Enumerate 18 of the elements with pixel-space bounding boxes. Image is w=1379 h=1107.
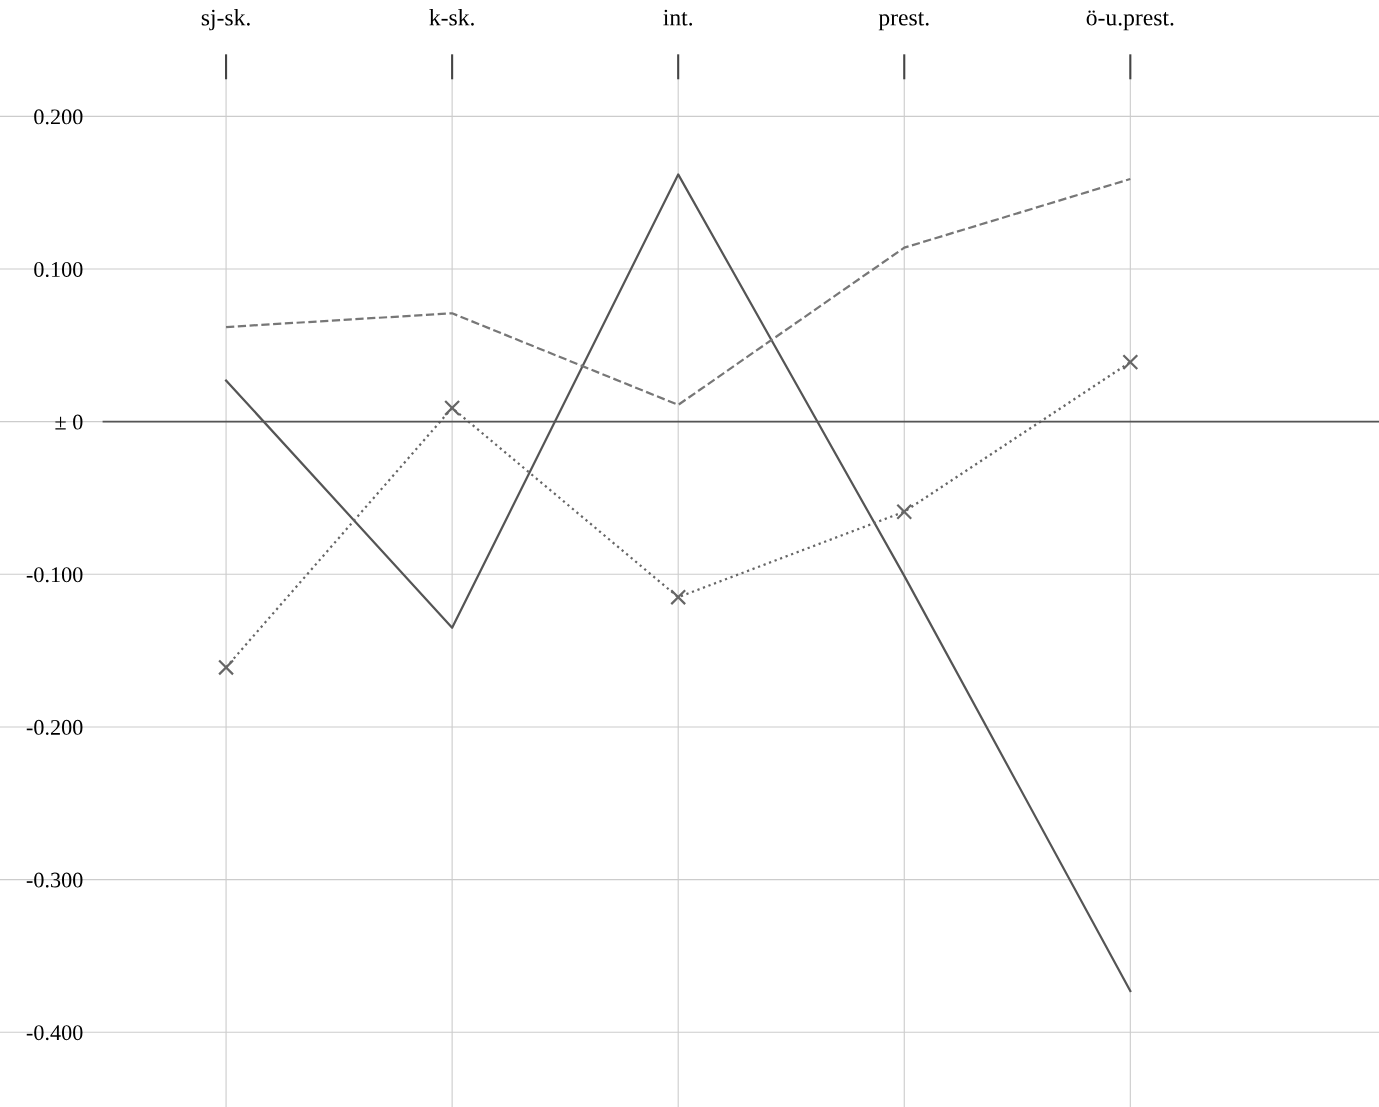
x-tick-label: ö-u.prest. xyxy=(1086,10,1174,31)
y-tick-label: -0.100 xyxy=(26,567,83,583)
point xyxy=(1122,354,1139,371)
y-tick-label: 0.100 xyxy=(34,261,83,278)
y-tick-label: -0.400 xyxy=(26,1025,83,1041)
point xyxy=(670,589,687,606)
x-tick-label: prest. xyxy=(878,12,929,31)
x-tick-label: sj-sk. xyxy=(201,8,250,31)
x-tick-label: k-sk. xyxy=(429,8,474,26)
y-tick-label: ± 0 xyxy=(55,414,83,430)
point xyxy=(444,399,461,416)
point xyxy=(218,659,235,676)
y-tick-label: -0.300 xyxy=(26,872,83,888)
line-series xyxy=(224,177,1132,406)
x-tick-label: int. xyxy=(663,9,693,26)
y-tick-label: -0.200 xyxy=(26,719,83,735)
point xyxy=(896,503,913,520)
y-tick-label: 0.200 xyxy=(34,109,83,125)
